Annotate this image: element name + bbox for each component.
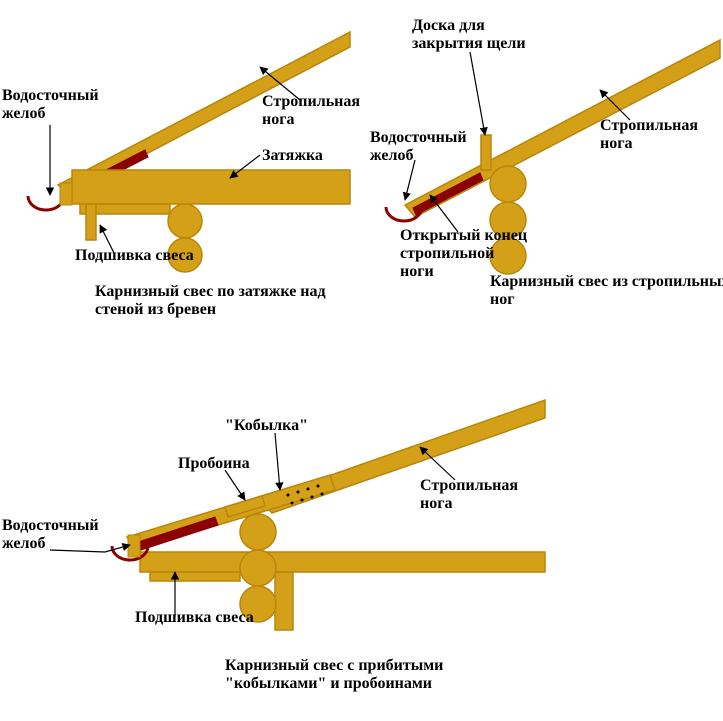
log-wall [490, 166, 526, 274]
title-bottom: Карнизный свес с прибитыми"кобылками" и … [225, 657, 443, 692]
leader-top-right-board [470, 52, 485, 135]
gap-board [481, 135, 491, 170]
fascia [60, 183, 72, 205]
label-bottom-hole: Пробоина [178, 455, 250, 472]
leader-top-right-gutter [405, 160, 415, 200]
label-top-left-soffit: Подшивка свеса [75, 247, 194, 264]
label-bottom-rafter: Стропильнаянога [420, 477, 518, 512]
diagram-bottom [112, 400, 545, 630]
gutter-shape [28, 196, 64, 210]
leader-bottom-gutter [50, 545, 130, 552]
label-bottom-filly: "Кобылка" [225, 417, 308, 434]
leader-bottom-filly [275, 433, 280, 490]
label-bottom-soffit: Подшивка свеса [135, 609, 254, 626]
vertical-trim [86, 204, 96, 240]
accent-strip [413, 173, 483, 215]
leader-bottom-hole [225, 470, 245, 500]
label-top-right-rafter: Стропильнаянога [600, 117, 698, 152]
vertical-post [275, 572, 293, 630]
fascia [128, 535, 140, 557]
title-top-right: Карнизный свес из стропильныхног [490, 273, 723, 308]
label-top-right-board: Доска длязакрытия щели [412, 17, 526, 52]
soffit-board [150, 572, 240, 581]
log-wall [240, 514, 276, 622]
label-top-left-tie: Затяжка [262, 147, 323, 164]
label-bottom-gutter: Водосточныйжелоб [2, 517, 99, 552]
label-top-left-rafter: Стропильнаянога [262, 93, 360, 128]
title-top-left: Карнизный свес по затяжке надстеной из б… [95, 283, 326, 318]
label-top-right-gutter: Водосточныйжелоб [370, 129, 467, 164]
label-top-left-gutter: Водосточныйжелоб [2, 87, 99, 122]
horizontal-beam [140, 552, 545, 572]
tie-beam [72, 170, 350, 204]
